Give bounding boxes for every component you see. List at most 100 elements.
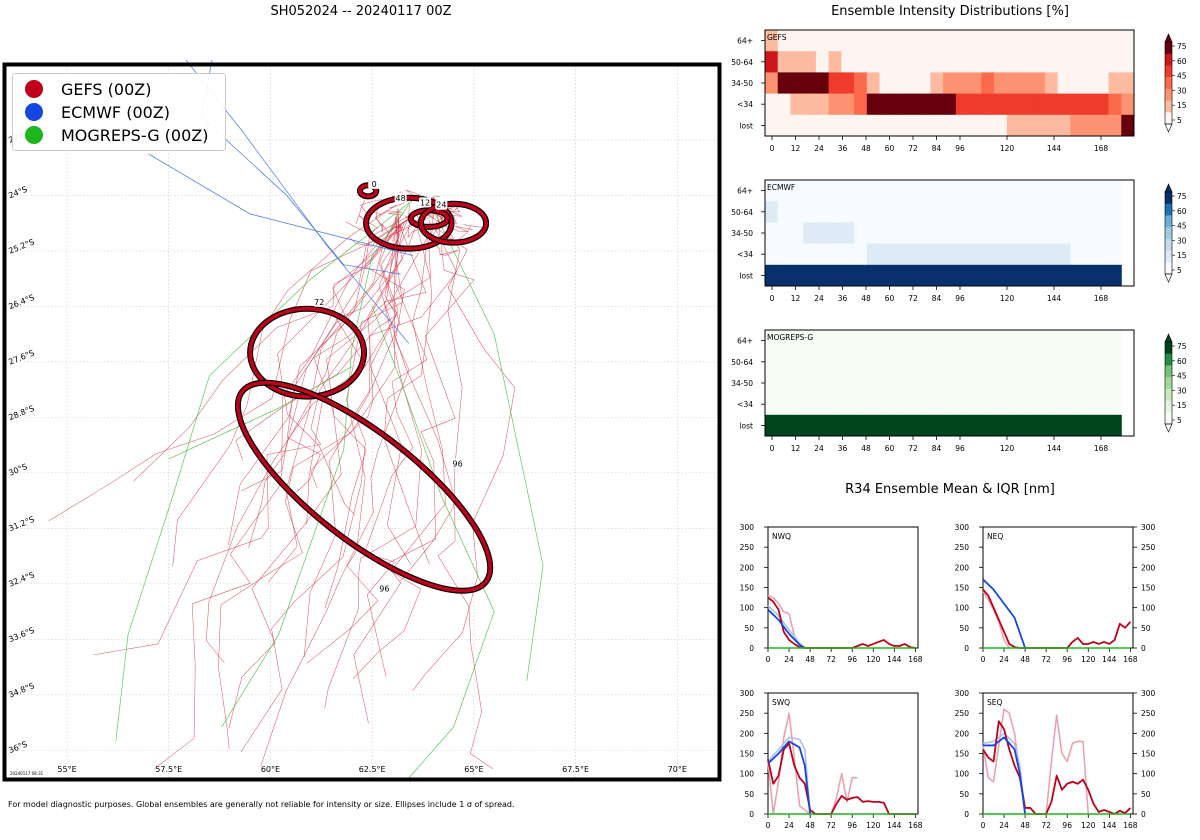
heatmap-cell (854, 30, 868, 52)
heatmap-cell (904, 30, 919, 52)
heatmap-cell (1095, 372, 1110, 394)
gefs-track (436, 209, 494, 769)
heatmap-cell (1108, 72, 1122, 94)
heatmap-cell (930, 72, 944, 94)
heatmap-cell (828, 114, 842, 137)
heatmap-cell (1121, 30, 1135, 52)
colorbar-segment (1165, 377, 1172, 390)
heatmap-cell (1006, 372, 1020, 394)
heatmap-cell (1032, 243, 1046, 266)
lat-label: 24°S (7, 185, 28, 201)
heatmap-cell (1044, 372, 1059, 394)
r34-quadrant-label: NEQ (987, 532, 1003, 541)
gefs-track (306, 216, 403, 664)
heatmap-cell (815, 51, 830, 73)
heatmap-cell (981, 222, 995, 244)
colorbar-tick-label: 75 (1177, 192, 1187, 201)
heatmap-row-label: 34-50 (731, 229, 753, 238)
heatmap-cell (968, 330, 982, 352)
heatmap-cell (854, 180, 868, 202)
lon-label: 70°E (668, 765, 687, 774)
heatmap-cell (777, 243, 791, 266)
heatmap-row-label: 64+ (737, 37, 753, 46)
heatmap-cell (1121, 51, 1135, 73)
heatmap-cell (765, 93, 779, 116)
heatmap-cell (994, 243, 1008, 266)
heatmap-cell (879, 393, 893, 416)
colorbar-segment (1165, 112, 1172, 125)
gefs-track (260, 224, 410, 767)
heatmap-cell (904, 414, 919, 437)
colorbar-tick-label: 45 (1177, 72, 1187, 81)
heatmap-cell (1006, 114, 1020, 137)
heatmap-cell (879, 180, 893, 202)
heatmap-cell (879, 114, 893, 137)
heatmap-cell (790, 114, 804, 137)
heatmap-cell (1095, 93, 1110, 116)
legend-item-gefs: GEFS (00Z) (25, 78, 151, 100)
heatmap-cell (1032, 414, 1046, 437)
heatmap-cell (904, 222, 919, 244)
heatmap-cell (879, 72, 893, 94)
heatmap-cell (879, 243, 893, 266)
spread-ellipse-fill (248, 306, 366, 399)
heatmap-cell (866, 414, 881, 437)
heatmap-cell (943, 264, 957, 287)
heatmap-cell (1083, 330, 1097, 352)
heatmap-cell (955, 180, 970, 202)
lat-label: 30°S (7, 462, 28, 478)
heatmap-cell (1044, 243, 1059, 266)
r34-x-label: 144 (1102, 655, 1117, 664)
heatmap-cell (1095, 243, 1110, 266)
heatmap-cell (994, 393, 1008, 416)
heatmap-cell (854, 393, 868, 416)
r34-y-label-right: 50 (1141, 790, 1151, 799)
mogreps-track (432, 209, 544, 681)
heatmap-cell (917, 30, 931, 52)
colorbar-tick-label: 30 (1177, 236, 1187, 245)
lon-label: 60°E (261, 765, 280, 774)
gefs-track (383, 223, 441, 565)
legend-item-ecmwf: ECMWF (00Z) (25, 101, 170, 123)
heatmap-cell (1044, 414, 1059, 437)
heatmap-cell (866, 114, 881, 137)
colorbar-segment (1165, 100, 1172, 113)
heatmap-cell (1006, 201, 1020, 223)
gefs-track (218, 208, 398, 750)
heatmap-cell (1108, 414, 1122, 437)
heatmap-cell (854, 330, 868, 352)
heatmap-x-label: 96 (955, 294, 965, 303)
lat-label: 25.2°S (7, 237, 35, 255)
r34-quadrant-label: SEQ (987, 698, 1002, 707)
heatmap-cell (1070, 51, 1084, 73)
heatmap-cell (803, 114, 817, 137)
heatmap-cell (790, 180, 804, 202)
heatmap-cell (1057, 372, 1071, 394)
heatmap-cell (968, 351, 982, 373)
colorbar-segment (1165, 227, 1172, 240)
colorbar-frame (1164, 341, 1173, 425)
heatmap-cell (904, 201, 919, 223)
heatmap-cell (777, 201, 791, 223)
heatmap-cell (1108, 393, 1122, 416)
heatmap-cell (790, 264, 804, 287)
heatmap-cell (1019, 51, 1033, 73)
heatmap-cell (955, 243, 970, 266)
heatmap-x-label: 72 (908, 294, 918, 303)
r34-x-label: 96 (1062, 821, 1072, 830)
heatmap-cell (841, 114, 855, 137)
heatmap-cell (994, 372, 1008, 394)
heatmap-cell (815, 243, 830, 266)
heatmap-cell (1108, 222, 1122, 244)
r34-x-label: 120 (866, 821, 881, 830)
heatmap-x-label: 120 (1000, 144, 1015, 153)
heatmap-cell (1057, 243, 1071, 266)
r34-x-label: 96 (1062, 655, 1072, 664)
heatmap-cell (994, 201, 1008, 223)
ellipse-hour-bg (451, 458, 464, 469)
heatmap-cell (892, 330, 906, 352)
ellipse-hour-label: 96 (453, 460, 463, 469)
heatmap-cell (968, 222, 982, 244)
heatmap-cell (943, 72, 957, 94)
